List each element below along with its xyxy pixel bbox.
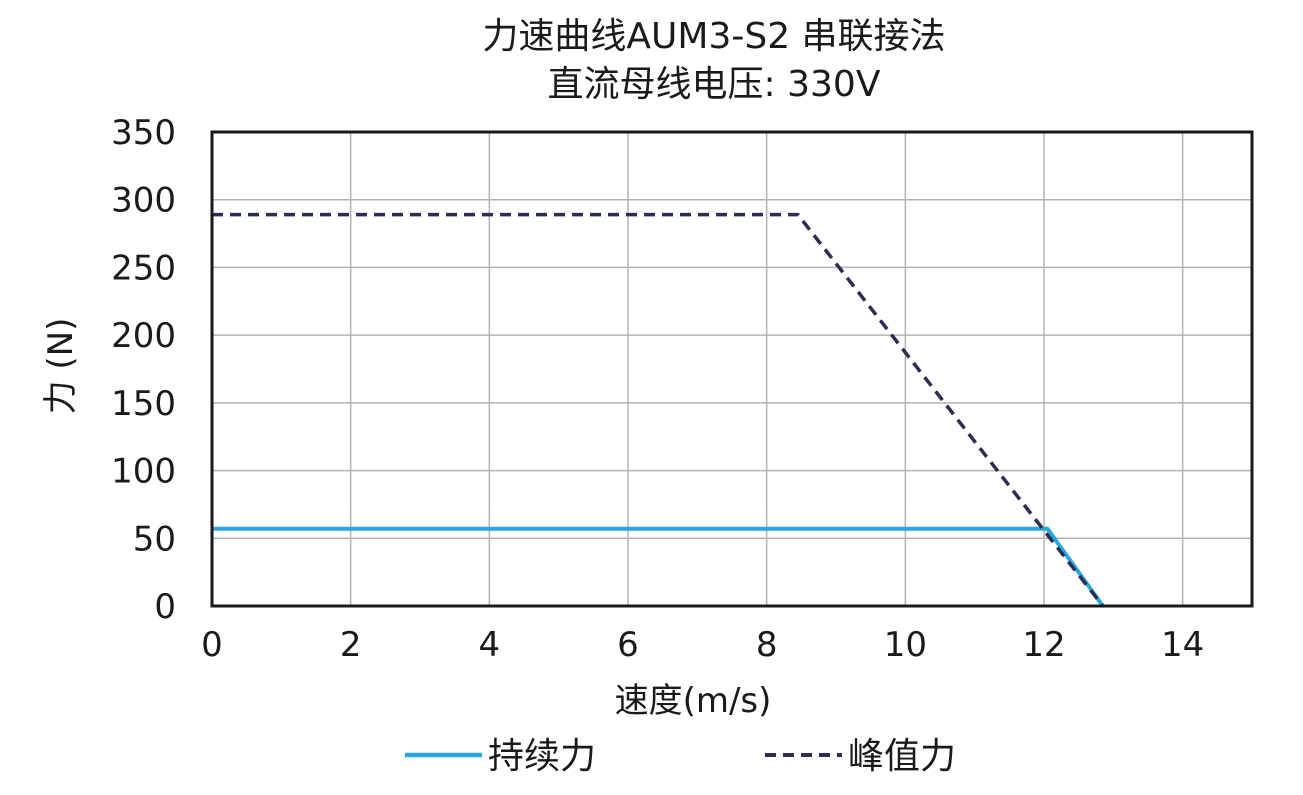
x-tick-label: 8 (756, 625, 778, 665)
x-tick-label: 0 (201, 625, 223, 665)
y-tick-label: 200 (111, 316, 176, 356)
x-axis-ticks: 0 2 4 6 8 10 12 14 (201, 625, 1204, 665)
y-tick-label: 150 (111, 384, 176, 424)
y-axis-ticks: 0 50 100 150 200 250 300 350 (111, 113, 176, 627)
y-tick-label: 250 (111, 248, 176, 288)
series-line-continuous (212, 526, 1105, 608)
plot-frame (210, 130, 1254, 608)
y-tick-label: 300 (111, 181, 176, 221)
y-tick-label: 100 (111, 452, 176, 492)
x-tick-label: 2 (340, 625, 362, 665)
chart-subtitle: 直流母线电压: 330V (548, 64, 881, 105)
chart-title: 力速曲线AUM3-S2 串联接法 (482, 16, 945, 57)
series-layer (212, 212, 1105, 608)
x-tick-label: 12 (1022, 625, 1065, 665)
y-tick-label: 350 (111, 113, 176, 153)
x-tick-label: 4 (479, 625, 501, 665)
legend-label-continuous: 持续力 (488, 736, 596, 777)
x-tick-label: 10 (884, 625, 927, 665)
y-axis-label: 力 (N) (41, 318, 81, 415)
series-line-peak (212, 212, 1105, 608)
y-tick-label: 50 (133, 519, 176, 559)
legend: 持续力 峰值力 (405, 736, 956, 777)
x-axis-label: 速度(m/s) (615, 681, 772, 721)
y-tick-label: 0 (154, 587, 176, 627)
grid (212, 132, 1252, 606)
x-tick-label: 14 (1161, 625, 1204, 665)
legend-label-peak: 峰值力 (848, 736, 956, 777)
x-tick-label: 6 (617, 625, 639, 665)
